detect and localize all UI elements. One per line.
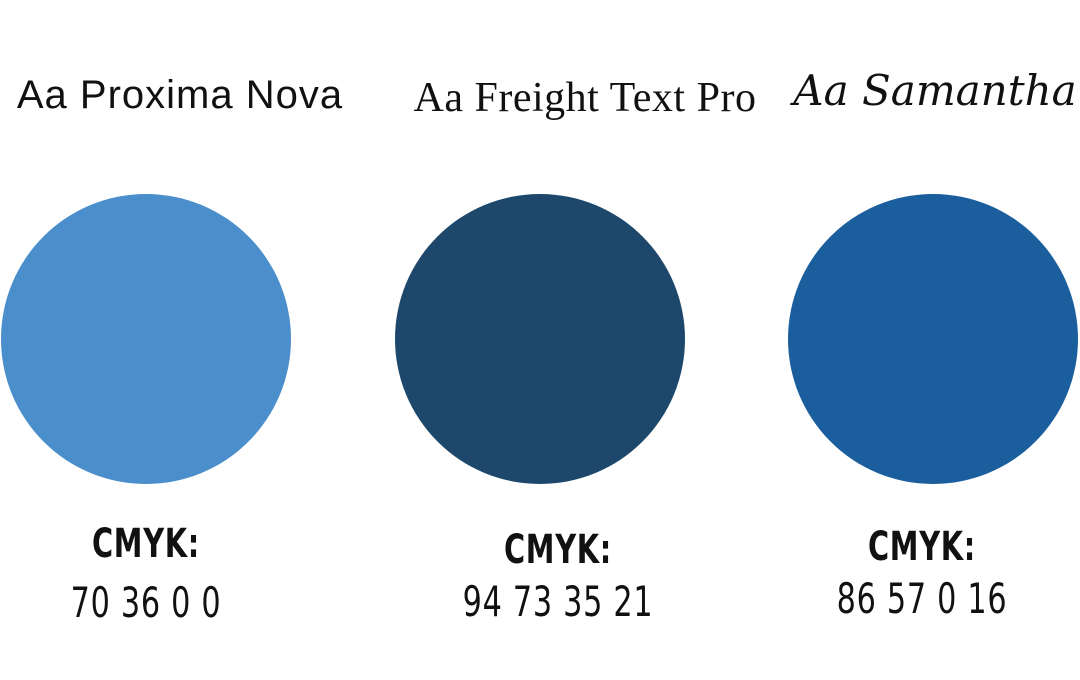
swatch-column-3: Aa Samantha CMYK: 86 57 0 16 bbox=[788, 0, 1080, 680]
font-name-label: Aa Proxima Nova bbox=[16, 73, 344, 117]
swatch-column-2: Aa Freight Text Pro CMYK: 94 73 35 21 bbox=[380, 0, 790, 680]
cmyk-label: CMYK: bbox=[503, 527, 613, 573]
color-swatch-circle bbox=[1, 194, 291, 484]
color-swatch-circle bbox=[788, 194, 1078, 484]
font-name-label: Aa Samantha bbox=[793, 66, 1077, 115]
color-swatch-circle bbox=[395, 194, 685, 484]
cmyk-value: 94 73 35 21 bbox=[462, 577, 654, 626]
cmyk-label: CMYK: bbox=[867, 524, 977, 570]
swatch-column-1: Aa Proxima Nova CMYK: 70 36 0 0 bbox=[0, 0, 360, 680]
font-name-label: Aa Freight Text Pro bbox=[413, 75, 757, 121]
cmyk-value: 86 57 0 16 bbox=[836, 574, 1008, 623]
cmyk-label: CMYK: bbox=[91, 521, 201, 567]
cmyk-value: 70 36 0 0 bbox=[70, 578, 222, 627]
